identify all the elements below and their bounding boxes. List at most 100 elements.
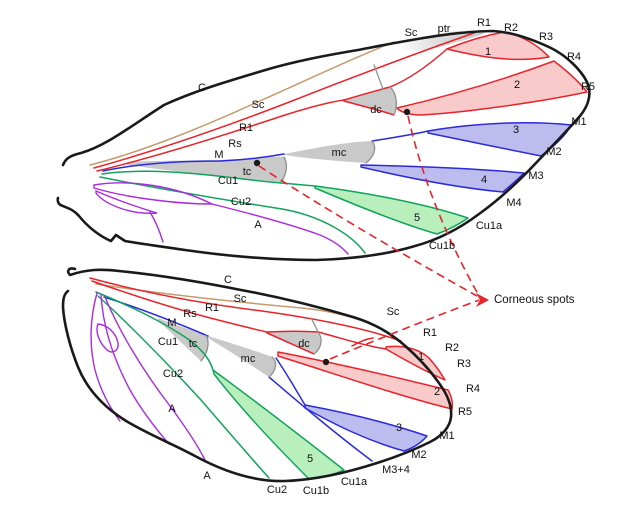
forewing-sc-inner-label: Sc [252,99,265,111]
forewing-rs-label: Rs [228,138,242,150]
forewing-m2-label: M2 [546,146,561,158]
forewing-cu2-label: Cu2 [231,196,251,208]
hindwing-m12-stem-vein [275,357,306,406]
corneous-spots-label: Corneous spots [494,294,575,306]
hindwing-r23-stem-vein [266,330,387,350]
forewing-fork2-label: 2 [514,79,520,91]
forewing-discoidal-cell [344,87,397,115]
forewing-c-label: C [198,82,206,94]
hindwing-rs-label: Rs [183,308,197,320]
hindwing-fork1-cell [385,345,446,381]
hindwing-rs-vein [91,280,268,333]
corneous-spot-dot-forewing-0 [253,159,261,167]
forewing-fork3-label: 3 [513,124,519,136]
hindwing-m1-label: M1 [439,430,454,442]
hindwing-m34-vein [268,376,373,462]
forewing-r1-inner-label: R1 [239,122,253,134]
hindwing-r45-stem-vein [266,332,315,355]
hindwing-cu1b-label: Cu1b [303,485,329,497]
forewing-r4-label: R4 [567,51,581,63]
corneous-spot-dot-hindwing-2 [322,358,330,366]
forewing-mc-crossvein [365,140,376,164]
forewing-fork5-cell [314,185,469,235]
forewing-tc-crossvein [280,156,288,183]
forewing-outline [56,29,591,262]
hindwing-anal-vein-3 [104,296,206,461]
forewing-sc-outer-label: Sc [405,27,418,39]
hindwing-r1-inner-label: R1 [205,302,219,314]
forewing-radial-crossvein [373,64,384,90]
forewing-r3-label: R3 [539,31,553,43]
corneous-spots-pointer-forewing-tc [258,165,478,297]
hindwing-r3-label: R3 [457,358,471,370]
hindwing [61,267,454,483]
forewing-fork5-label: 5 [414,212,420,224]
hindwing-anal-loop [96,323,119,353]
forewing-anal-loop2 [95,189,158,214]
forewing-dc-crossvein [389,86,397,116]
hindwing-anal-vein-1 [90,292,121,422]
forewing [56,29,591,262]
forewing-anal-branch [149,211,164,243]
hindwing-fork3-cell [304,404,428,452]
corneous-spots-pointer-hindwing-dc [329,299,480,360]
hindwing-r1-vein [89,277,402,342]
hindwing-a-outer-label: A [203,470,211,482]
hindwing-anal-vein-2 [100,294,170,445]
forewing-m4-label: M4 [506,197,521,209]
hindwing-cu2-outer-label: Cu2 [267,484,287,496]
corneous-spot-dot-forewing-1 [403,108,411,116]
forewing-subcosta-vein [89,41,395,166]
forewing-cu2-vein [99,176,366,254]
forewing-fork1-cell [446,31,550,61]
hindwing-median-cell [208,336,276,377]
forewing-r1-vein [93,32,475,169]
hindwing-fork1-label: 1 [418,351,424,363]
hindwing-cu2-vein [97,295,270,479]
forewing-a-label: A [254,219,262,231]
forewing-mc-label: mc [332,147,347,159]
forewing-m3-label: M3 [528,170,543,182]
forewing-cu1-label: Cu1 [218,175,238,187]
forewing-tc-label: tc [243,166,252,178]
forewing-cu1-vein [101,170,316,187]
hindwing-cu1-label: Cu1 [158,336,178,348]
corneous-spot-dots [253,108,411,366]
forewing-fork4-cell [360,164,525,193]
forewing-fork4-label: 4 [481,174,487,186]
hindwing-radial-crossvein [310,317,319,333]
hindwing-tc-label: tc [189,338,198,350]
hindwing-dc-crossvein [313,331,322,355]
forewing-fork1-label: 1 [485,46,491,58]
pointer-arrowhead-icon [476,293,489,307]
forewing-r45-stem-vein [343,100,395,116]
forewing-r5-label: R5 [581,81,595,93]
forewing-anal-loop1 [93,182,213,205]
hindwing-discoidal-cell [267,331,322,354]
forewing-dc-label: dc [370,104,382,116]
hindwing-r2-spur-vein [351,337,374,347]
hindwing-m-label: M [167,317,176,329]
hindwing-cu2-inner-label: Cu2 [163,368,183,380]
forewing-r2-label: R2 [504,22,518,34]
hindwing-fork5-cell [212,369,345,480]
corneous-spots-pointer-forewing-dc [407,115,479,295]
hindwing-a-inner-label: A [168,403,176,415]
hindwing-fork5-label: 5 [307,453,313,465]
hindwing-fork3-label: 3 [396,422,402,434]
forewing-cu1b-label: Cu1b [429,240,455,252]
hindwing-r2-label: R2 [445,342,459,354]
forewing-cu1a-label: Cu1a [476,220,503,232]
forewing-media-vein [102,153,285,172]
forewing-anal-vein [211,203,349,255]
forewing-m12-stem-vein [371,130,429,142]
hindwing-m3plus4-label: M3+4 [382,464,410,476]
forewing-fork3-cell [427,122,572,157]
forewing-rs-vein [96,99,345,172]
hindwing-mc-crossvein [268,356,277,378]
hindwing-r5-label: R5 [458,406,472,418]
forewing-m-label: M [214,149,223,161]
